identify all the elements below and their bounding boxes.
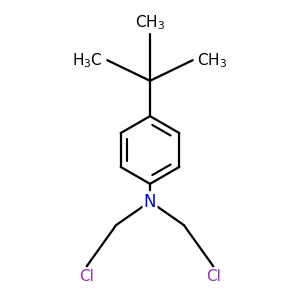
Text: CH$_3$: CH$_3$ [135,14,165,32]
Text: Cl: Cl [79,269,94,284]
Text: H$_3$C: H$_3$C [72,51,103,70]
Text: CH$_3$: CH$_3$ [197,51,227,70]
Text: Cl: Cl [206,269,221,284]
Text: N: N [144,193,156,211]
